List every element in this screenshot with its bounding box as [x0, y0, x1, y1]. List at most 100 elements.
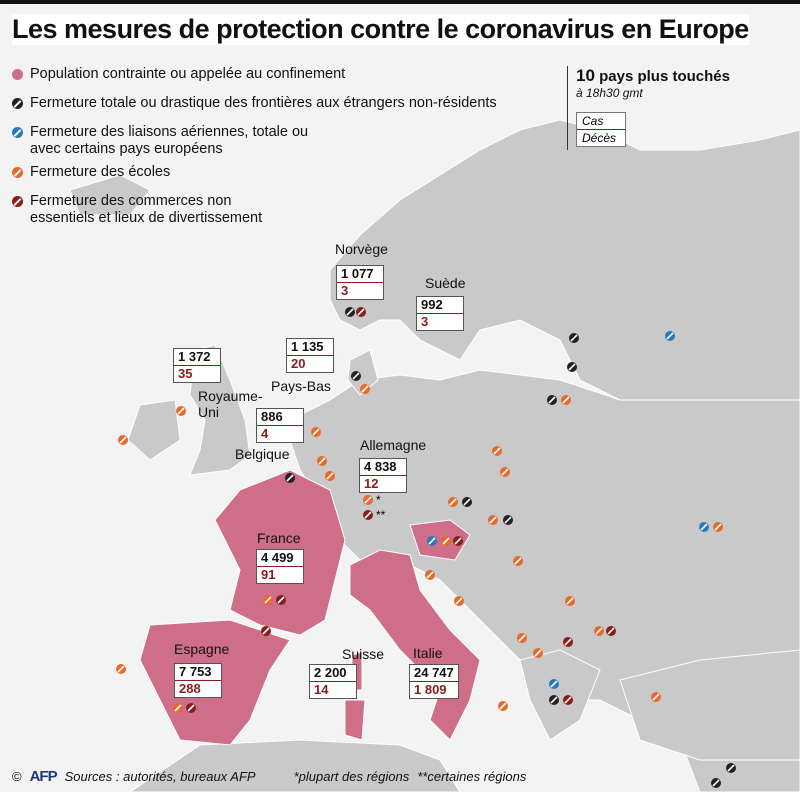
legend-label: Fermeture des écoles: [30, 164, 171, 180]
measure-marker-icon: [263, 595, 273, 605]
cases-value: 1 372: [178, 349, 211, 364]
darkred-slashed-dot-icon: [12, 196, 23, 207]
country-name: Espagne: [174, 641, 230, 657]
measure-marker-icon: [517, 633, 527, 643]
measure-marker-icon: [462, 497, 472, 507]
land-iceland: [69, 174, 151, 216]
land-turkey: [619, 649, 800, 761]
measure-marker-icon: [563, 637, 573, 647]
country-stats-box: 24 747 1 809: [409, 664, 459, 699]
measure-marker-icon: [533, 648, 543, 658]
top10-count: 10: [576, 66, 595, 85]
country-stats-box: 992 3: [416, 296, 464, 331]
measure-marker-icon: [317, 456, 327, 466]
legend-item-schools: Fermeture des écoles: [12, 164, 497, 181]
cases-value: 1 135: [291, 339, 324, 354]
page-title: Les mesures de protection contre le coro…: [12, 14, 749, 45]
measure-marker-icon: [325, 471, 335, 481]
blue-slashed-dot-icon: [12, 127, 23, 138]
legend-label: Fermeture totale ou drastique des fronti…: [30, 95, 497, 111]
measure-marker-icon: [363, 510, 373, 520]
measure-marker-icon: [454, 596, 464, 606]
measure-marker-icon: [186, 703, 196, 713]
black-slashed-dot-icon: [12, 98, 23, 109]
measure-marker-icon: [363, 495, 373, 505]
top10-heading: 10 pays plus touchés: [576, 66, 730, 86]
deaths-value: 12: [360, 475, 406, 492]
country-stats-box: 1 077 3: [336, 265, 384, 300]
deaths-value: 3: [417, 313, 463, 330]
sources: Sources : autorités, bureaux AFP: [64, 769, 256, 784]
measure-marker-icon: [651, 692, 661, 702]
measure-marker-icon: [176, 406, 186, 416]
measure-marker-icon: [606, 626, 616, 636]
land-north-africa: [129, 739, 461, 792]
measure-marker-icon: [116, 664, 126, 674]
measure-marker-icon: [261, 626, 271, 636]
deaths-value: 3: [337, 282, 383, 299]
measure-marker-icon: [561, 395, 571, 405]
measure-marker-icon: [311, 427, 321, 437]
pink-dot-icon: [12, 69, 23, 80]
measure-marker-icon: [356, 307, 366, 317]
measure-marker-icon: [276, 595, 286, 605]
cases-value: 4 838: [364, 459, 397, 474]
orange-slashed-dot-icon: [12, 167, 23, 178]
key-box: Cas Décès: [576, 112, 626, 147]
country-name: Belgique: [235, 446, 290, 462]
measure-marker-icon: [448, 497, 458, 507]
country-name: Suisse: [342, 646, 385, 662]
country-stats-box: 4 838 12: [359, 458, 407, 493]
measure-marker-icon: [513, 556, 523, 566]
top10-time: à 18h30 gmt: [576, 86, 643, 100]
measure-marker-icon: [547, 395, 557, 405]
measure-marker-icon: [492, 446, 502, 456]
top10-key: 10 pays plus touchés à 18h30 gmt Cas Déc…: [567, 66, 730, 150]
land-greece-balkans: [519, 649, 601, 741]
measure-marker-icon: [549, 695, 559, 705]
measure-marker-icon: [565, 596, 575, 606]
measure-marker-icon: [594, 626, 604, 636]
cases-value: 1 077: [341, 266, 374, 281]
footnote-1: *plupart des régions: [293, 769, 410, 784]
measure-marker-icon: [453, 536, 463, 546]
country-name: France: [257, 530, 301, 546]
legend-item-borders: Fermeture totale ou drastique des fronti…: [12, 95, 497, 112]
measure-marker-icon: [441, 536, 451, 546]
land-ireland: [127, 399, 181, 461]
measure-marker-icon: [498, 701, 508, 711]
measure-marker-icon: [173, 703, 183, 713]
deaths-value: 1 809: [410, 681, 458, 698]
region-sardinia: [344, 699, 366, 741]
deaths-value: 91: [257, 566, 303, 583]
copyright: ©: [12, 769, 22, 784]
country-name: Suède: [425, 275, 466, 291]
measure-marker-icon: [549, 679, 559, 689]
country-name: Italie: [413, 645, 443, 661]
measure-marker-icon: [500, 467, 510, 477]
legend-item-shops: Fermeture des commerces non essentiels e…: [12, 193, 292, 227]
measure-marker-icon: [351, 371, 361, 381]
measure-marker-icon: [563, 695, 573, 705]
legend-label: Fermeture des commerces non essentiels e…: [30, 193, 263, 226]
footnote-marker: *: [376, 493, 381, 507]
deaths-value: 4: [257, 425, 303, 442]
footnote-2: **certaines régions: [417, 769, 527, 784]
measure-marker-icon: [427, 536, 437, 546]
key-deaths: Décès: [577, 129, 625, 146]
measure-marker-icon: [425, 570, 435, 580]
cases-value: 886: [261, 409, 283, 424]
legend-item-flights: Fermeture des liaisons aériennes, totale…: [12, 124, 332, 158]
country-stats-box: 4 499 91: [256, 549, 304, 584]
country-name: Allemagne: [360, 437, 427, 453]
country-name: Norvège: [335, 241, 388, 257]
afp-logo: AFP: [29, 768, 58, 785]
deaths-value: 35: [174, 365, 220, 382]
measure-marker-icon: [118, 435, 128, 445]
measure-marker-icon: [567, 362, 577, 372]
measure-marker-icon: [285, 473, 295, 483]
legend: Population contrainte ou appelée au conf…: [12, 66, 497, 233]
country-stats-box: 886 4: [256, 408, 304, 443]
measure-marker-icon: [713, 522, 723, 532]
measure-marker-icon: [360, 384, 370, 394]
